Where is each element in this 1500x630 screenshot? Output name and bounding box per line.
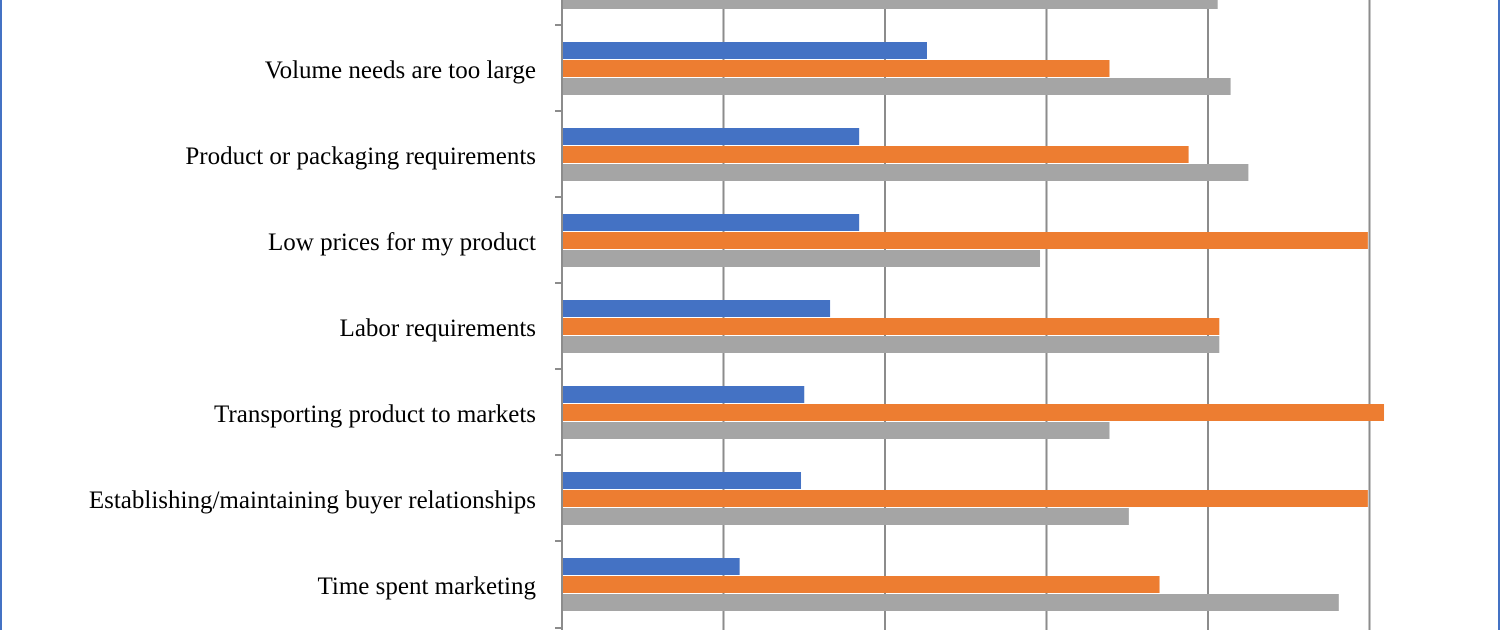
bar-series-2 bbox=[562, 232, 1368, 249]
category-label: Product or packaging requirements bbox=[185, 143, 536, 170]
bar-series-3 bbox=[562, 0, 1218, 9]
bar-series-2 bbox=[562, 404, 1385, 421]
bar-series-2 bbox=[562, 318, 1220, 335]
bar-series-1 bbox=[562, 472, 802, 489]
bar-series-1 bbox=[562, 386, 805, 403]
category-label: Time spent marketing bbox=[317, 573, 536, 600]
bar-series-3 bbox=[562, 594, 1339, 611]
category-label: Volume needs are too large bbox=[265, 57, 536, 84]
bar-series-3 bbox=[562, 78, 1231, 95]
bar-series-3 bbox=[562, 508, 1129, 525]
bar-series-3 bbox=[562, 422, 1110, 439]
bar-series-3 bbox=[562, 250, 1041, 267]
bar-series-1 bbox=[562, 558, 740, 575]
category-label: Low prices for my product bbox=[268, 229, 536, 256]
bar-series-1 bbox=[562, 42, 927, 59]
bar-series-3 bbox=[562, 164, 1249, 181]
bar-series-2 bbox=[562, 146, 1189, 163]
category-label: Establishing/maintaining buyer relations… bbox=[89, 487, 536, 514]
category-label: Transporting product to markets bbox=[214, 401, 536, 428]
bar-series-2 bbox=[562, 60, 1110, 77]
bar-series-3 bbox=[562, 336, 1220, 353]
bar-series-1 bbox=[562, 300, 831, 317]
bar-series-2 bbox=[562, 576, 1160, 593]
bar-series-1 bbox=[562, 214, 860, 231]
bar-series-2 bbox=[562, 490, 1368, 507]
bar-series-1 bbox=[562, 128, 860, 145]
category-label: Labor requirements bbox=[340, 315, 536, 342]
